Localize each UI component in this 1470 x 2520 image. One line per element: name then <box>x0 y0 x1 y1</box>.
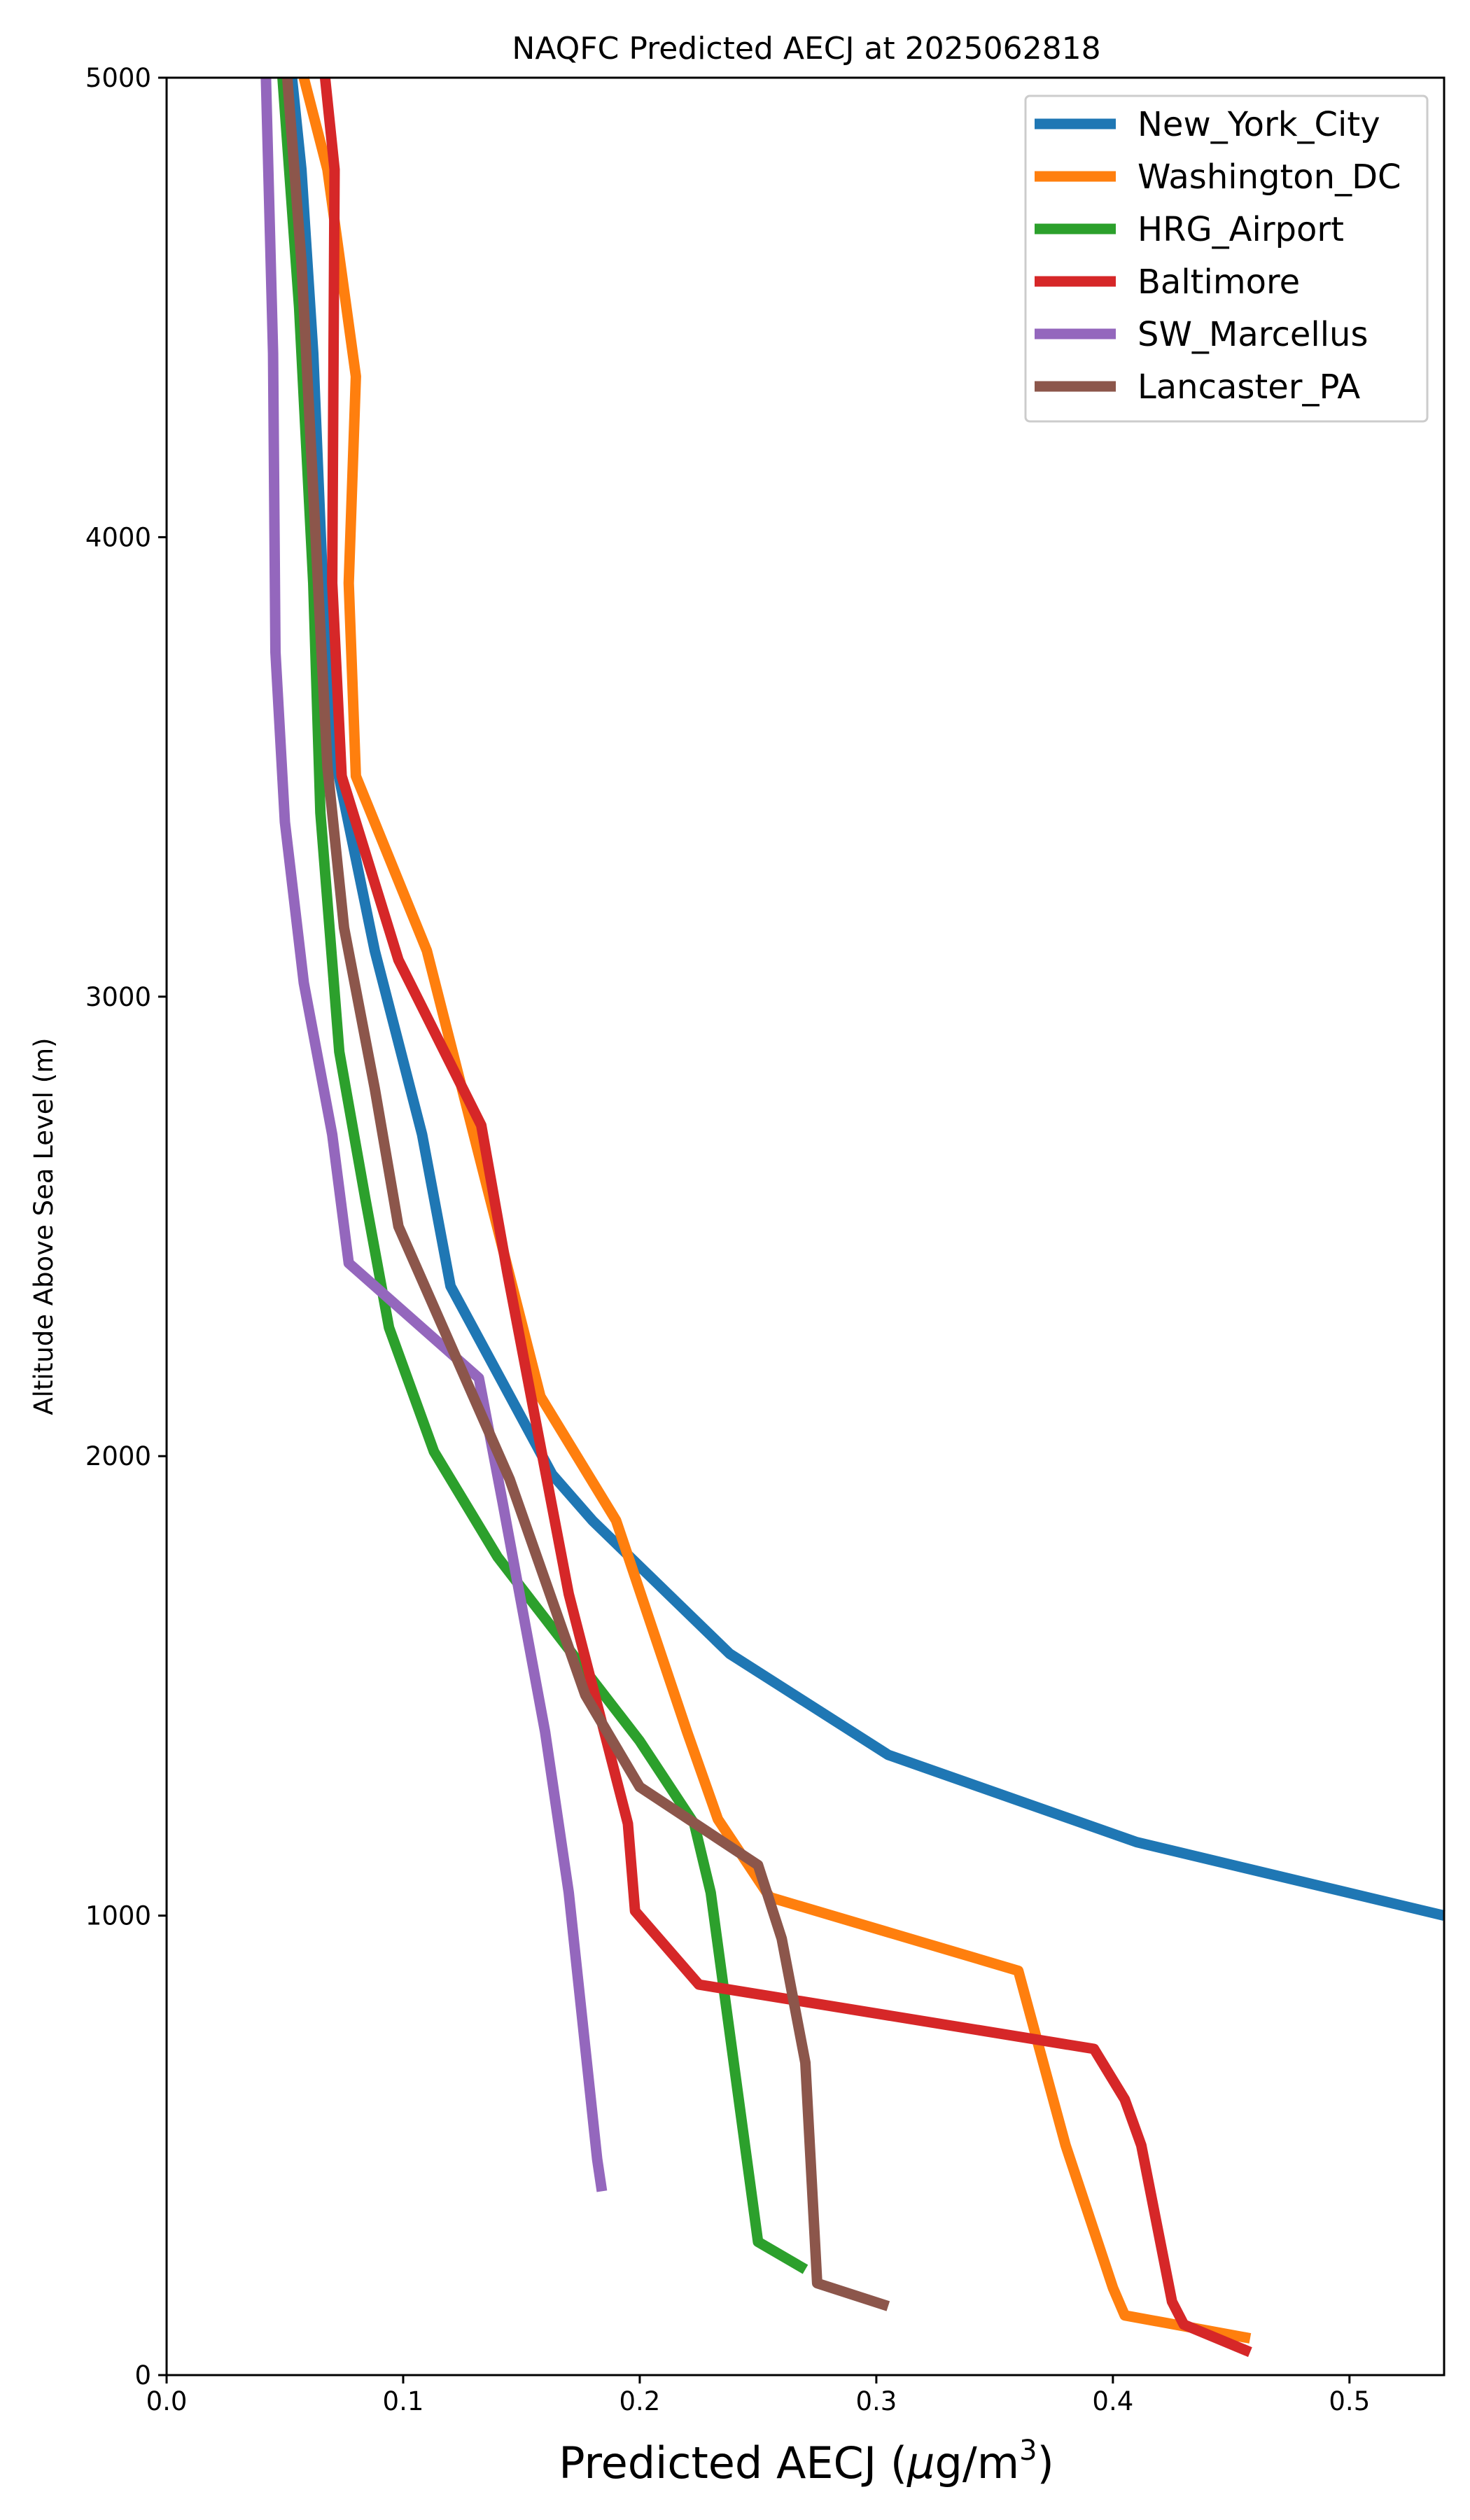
x-tick-label: 0.3 <box>855 2386 897 2416</box>
x-tick-label: 0.2 <box>620 2386 661 2416</box>
y-tick-label: 4000 <box>85 522 151 552</box>
series-line-washington-dc <box>298 76 1252 2344</box>
x-axis-label-prefix: Predicted AECJ ( <box>559 2437 907 2488</box>
y-tick-label: 5000 <box>85 63 151 93</box>
x-axis-label-superscript: 3 <box>1019 2435 1037 2467</box>
x-tick-label: 0.4 <box>1092 2386 1133 2416</box>
legend-label: HRG_Airport <box>1138 210 1344 249</box>
series-line-baltimore <box>319 77 1252 2358</box>
x-axis-label-suffix: ) <box>1037 2437 1054 2488</box>
legend-box <box>1024 94 1429 423</box>
y-tick-label: 2000 <box>85 1441 151 1471</box>
legend-items: New_York_City Washington_DC HRG_Airport Bal… <box>1035 105 1401 407</box>
series-line-hrg-airport <box>277 77 808 2274</box>
legend-label: Baltimore <box>1138 262 1300 302</box>
x-axis-label: Predicted AECJ (μg/m3) <box>559 2435 1054 2488</box>
legend: New_York_City Washington_DC HRG_Airport Bal… <box>1024 94 1429 423</box>
x-tick-label: 0.0 <box>146 2386 188 2416</box>
series-line-new-york-city <box>286 77 1446 1921</box>
y-axis-ticks: 0 1000 2000 3000 4000 5000 <box>85 63 167 2390</box>
y-axis-label: Altitude Above Sea Level (m) <box>29 1037 59 1415</box>
y-tick-label: 1000 <box>85 1901 151 1931</box>
y-tick-label: 3000 <box>85 982 151 1012</box>
series-line-sw-marcellus <box>260 77 608 2192</box>
legend-label: Washington_DC <box>1138 158 1401 197</box>
x-axis-ticks: 0.0 0.1 0.2 0.3 0.4 0.5 <box>146 2375 1370 2416</box>
x-axis-label-unit: g/m <box>934 2437 1019 2488</box>
y-tick-label: 0 <box>134 2360 151 2390</box>
x-tick-label: 0.1 <box>383 2386 424 2416</box>
legend-label: New_York_City <box>1138 105 1380 144</box>
chart-title: NAQFC Predicted AECJ at 2025062818 <box>512 31 1100 66</box>
series-layer <box>260 76 1446 2358</box>
legend-label: Lancaster_PA <box>1138 368 1360 407</box>
x-axis-label-mu: μ <box>906 2437 934 2488</box>
legend-label: SW_Marcellus <box>1138 315 1368 354</box>
series-line-lancaster-pa <box>281 77 890 2311</box>
plot-frame <box>165 76 1446 2376</box>
x-tick-label: 0.5 <box>1329 2386 1370 2416</box>
